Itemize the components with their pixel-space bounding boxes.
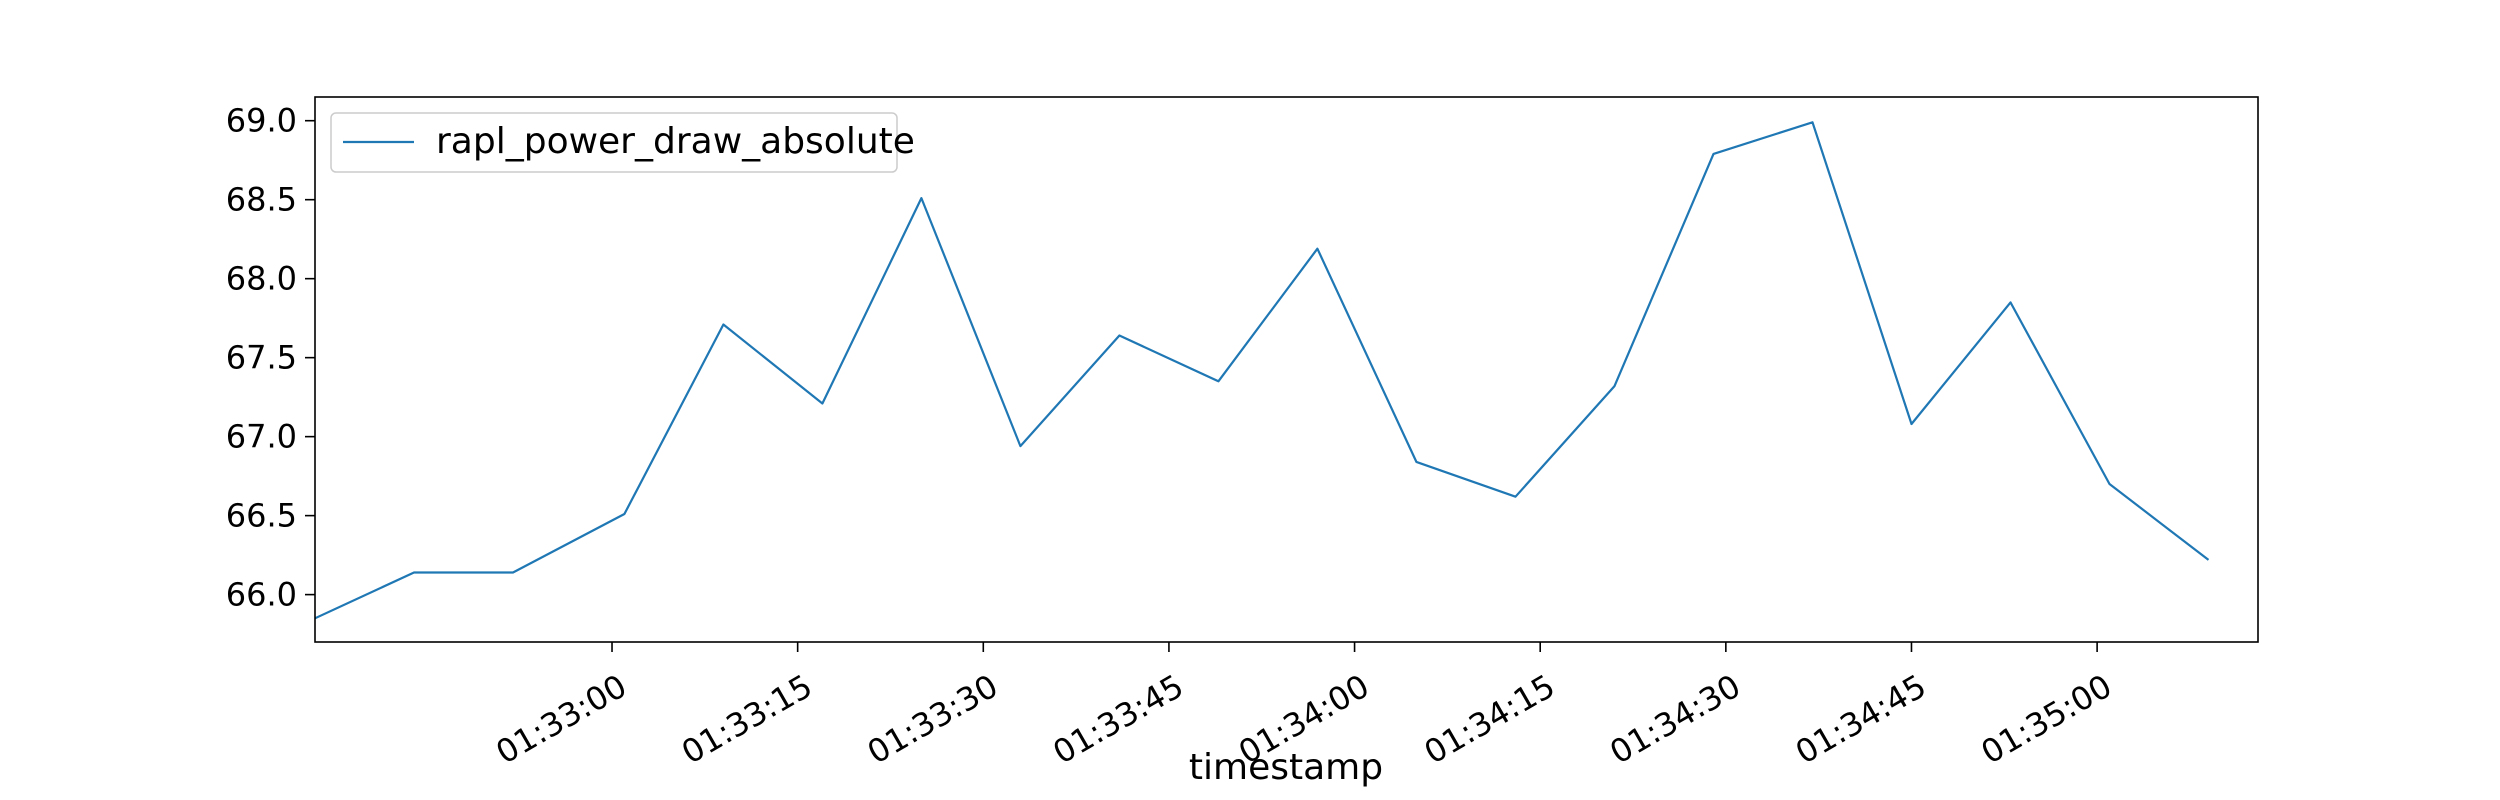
y-tick-label: 68.0 [226, 260, 297, 298]
series-layer [315, 121, 2210, 620]
x-tick-label: 01:34:15 [1418, 667, 1561, 772]
y-tick-label: 66.0 [226, 576, 297, 614]
x-tick-label: 01:33:15 [675, 667, 818, 772]
y-tick-label: 67.5 [226, 339, 297, 377]
x-axis-label: timestamp [1189, 747, 1383, 788]
y-axis: 66.0 66.5 67.0 67.5 68.0 68.5 69.0 [226, 102, 315, 614]
y-tick-label: 68.5 [226, 181, 297, 219]
x-tick-label: 01:34:45 [1789, 667, 1932, 772]
legend: rapl_power_draw_absolute [330, 112, 915, 173]
x-tick-label: 01:33:30 [861, 667, 1004, 772]
x-tick-label: 01:34:30 [1603, 667, 1746, 772]
legend-label: rapl_power_draw_absolute [436, 121, 915, 162]
legend-box [330, 112, 898, 173]
series-line [315, 121, 2210, 620]
x-tick-label: 01:33:45 [1046, 667, 1189, 772]
y-tick-label: 69.0 [226, 102, 297, 140]
y-tick-label: 66.5 [226, 497, 297, 535]
y-tick-label: 67.0 [226, 418, 297, 456]
plot-area-frame [314, 96, 2259, 643]
x-tick-label: 01:33:00 [490, 667, 633, 772]
x-tick-label: 01:35:00 [1975, 667, 2118, 772]
